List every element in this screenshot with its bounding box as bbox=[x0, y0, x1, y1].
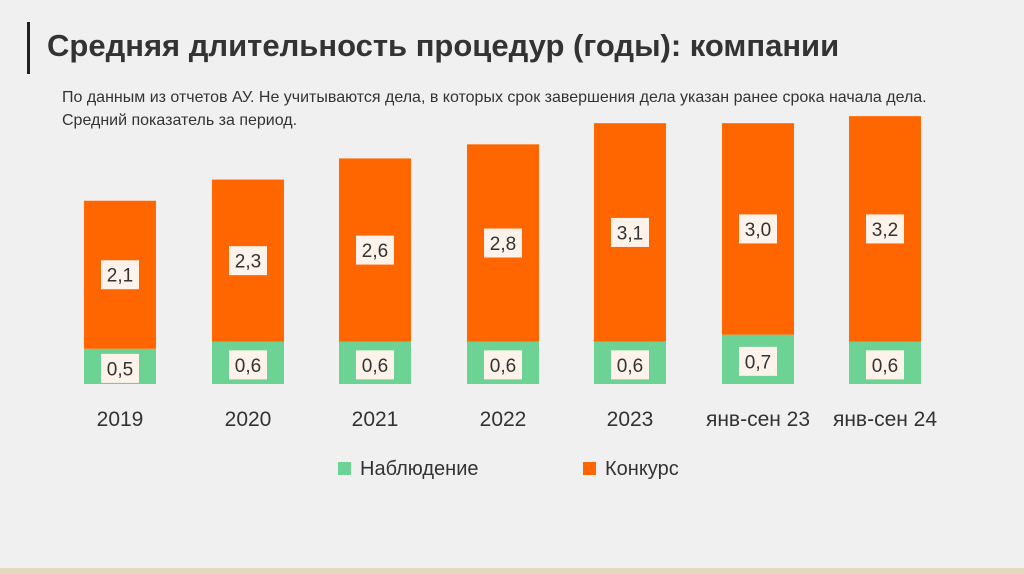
x-tick-label-6: янв-сен 24 bbox=[833, 408, 937, 431]
label-bankruptcy-6-bg bbox=[866, 214, 904, 244]
label-observation-5-bg bbox=[739, 346, 777, 376]
x-tick-label-1: 2020 bbox=[225, 408, 272, 431]
label-observation-1: 0,6 bbox=[235, 356, 261, 377]
label-observation-0: 0,5 bbox=[107, 359, 133, 380]
label-observation-3-bg bbox=[484, 350, 522, 380]
label-bankruptcy-5: 3,0 bbox=[745, 220, 771, 241]
label-bankruptcy-6: 3,2 bbox=[872, 220, 898, 241]
label-bankruptcy-2: 2,6 bbox=[362, 241, 388, 262]
label-bankruptcy-4: 3,1 bbox=[617, 223, 643, 244]
label-observation-5: 0,7 bbox=[745, 352, 771, 373]
legend-label-0: Наблюдение bbox=[360, 458, 479, 480]
label-observation-2: 0,6 bbox=[362, 356, 388, 377]
title-accent-bar bbox=[27, 22, 30, 74]
label-bankruptcy-3-bg bbox=[484, 228, 522, 258]
page-subtitle: По данным из отчетов АУ. Не учитываются … bbox=[62, 89, 927, 129]
label-bankruptcy-3: 2,8 bbox=[490, 234, 516, 255]
x-tick-label-4: 2023 bbox=[607, 408, 654, 431]
label-observation-3: 0,6 bbox=[490, 356, 516, 377]
label-observation-4: 0,6 bbox=[617, 356, 643, 377]
label-bankruptcy-1-bg bbox=[229, 246, 267, 276]
label-observation-1-bg bbox=[229, 350, 267, 380]
label-bankruptcy-4-bg bbox=[611, 217, 649, 247]
label-observation-6-bg bbox=[866, 350, 904, 380]
legend-label-1: Конкурс bbox=[605, 458, 679, 480]
label-observation-2-bg bbox=[356, 350, 394, 380]
legend-swatch-0 bbox=[338, 462, 351, 475]
label-observation-6: 0,6 bbox=[872, 356, 898, 377]
page-title: Средняя длительность процедур (годы): ко… bbox=[47, 28, 840, 63]
label-bankruptcy-1: 2,3 bbox=[235, 252, 261, 273]
label-bankruptcy-0: 2,1 bbox=[107, 266, 133, 287]
label-bankruptcy-5-bg bbox=[739, 214, 777, 244]
x-tick-label-3: 2022 bbox=[480, 408, 527, 431]
label-bankruptcy-0-bg bbox=[101, 260, 139, 290]
x-tick-label-5: янв-сен 23 bbox=[706, 408, 810, 431]
x-tick-label-2: 2021 bbox=[352, 408, 399, 431]
label-bankruptcy-2-bg bbox=[356, 235, 394, 265]
legend-swatch-1 bbox=[583, 462, 596, 475]
label-observation-0-bg bbox=[101, 353, 139, 383]
x-tick-label-0: 2019 bbox=[97, 408, 144, 431]
label-observation-4-bg bbox=[611, 350, 649, 380]
bottom-decor-strip bbox=[0, 568, 1024, 574]
